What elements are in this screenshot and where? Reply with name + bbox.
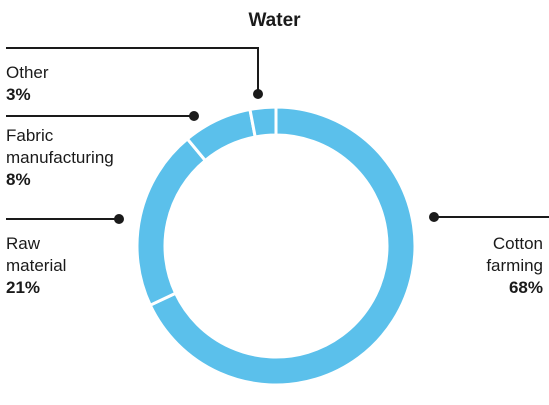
- label-fabric-line2: manufacturing: [6, 148, 114, 167]
- label-cotton-line2: farming: [486, 256, 543, 275]
- label-other: Other 3%: [6, 62, 49, 106]
- label-fabric-value: 8%: [6, 170, 31, 189]
- label-raw-line2: material: [6, 256, 67, 275]
- leader-dot-cotton-farming: [429, 212, 439, 222]
- label-raw-value: 21%: [6, 278, 41, 297]
- leader-dot-fabric-manufacturing: [189, 111, 199, 121]
- label-other-value: 3%: [6, 85, 31, 104]
- label-other-name: Other: [6, 63, 49, 82]
- label-cotton-line1: Cotton: [492, 234, 543, 253]
- leader-dot-raw-material: [114, 214, 124, 224]
- leader-line-other: [6, 47, 259, 94]
- leader-dot-other: [253, 89, 263, 99]
- chart-title: Water: [248, 10, 301, 31]
- label-raw-material: Raw material 21%: [6, 233, 66, 299]
- label-cotton-farming: Cotton farming 68%: [486, 233, 543, 299]
- label-cotton-value: 68%: [508, 278, 543, 297]
- slice-cotton-farming: [148, 105, 417, 387]
- label-fabric-manufacturing: Fabric manufacturing 8%: [6, 125, 114, 191]
- slice-other: [248, 105, 278, 139]
- label-raw-line1: Raw: [6, 234, 41, 253]
- label-fabric-line1: Fabric: [6, 126, 54, 145]
- slice-raw-material: [135, 136, 208, 308]
